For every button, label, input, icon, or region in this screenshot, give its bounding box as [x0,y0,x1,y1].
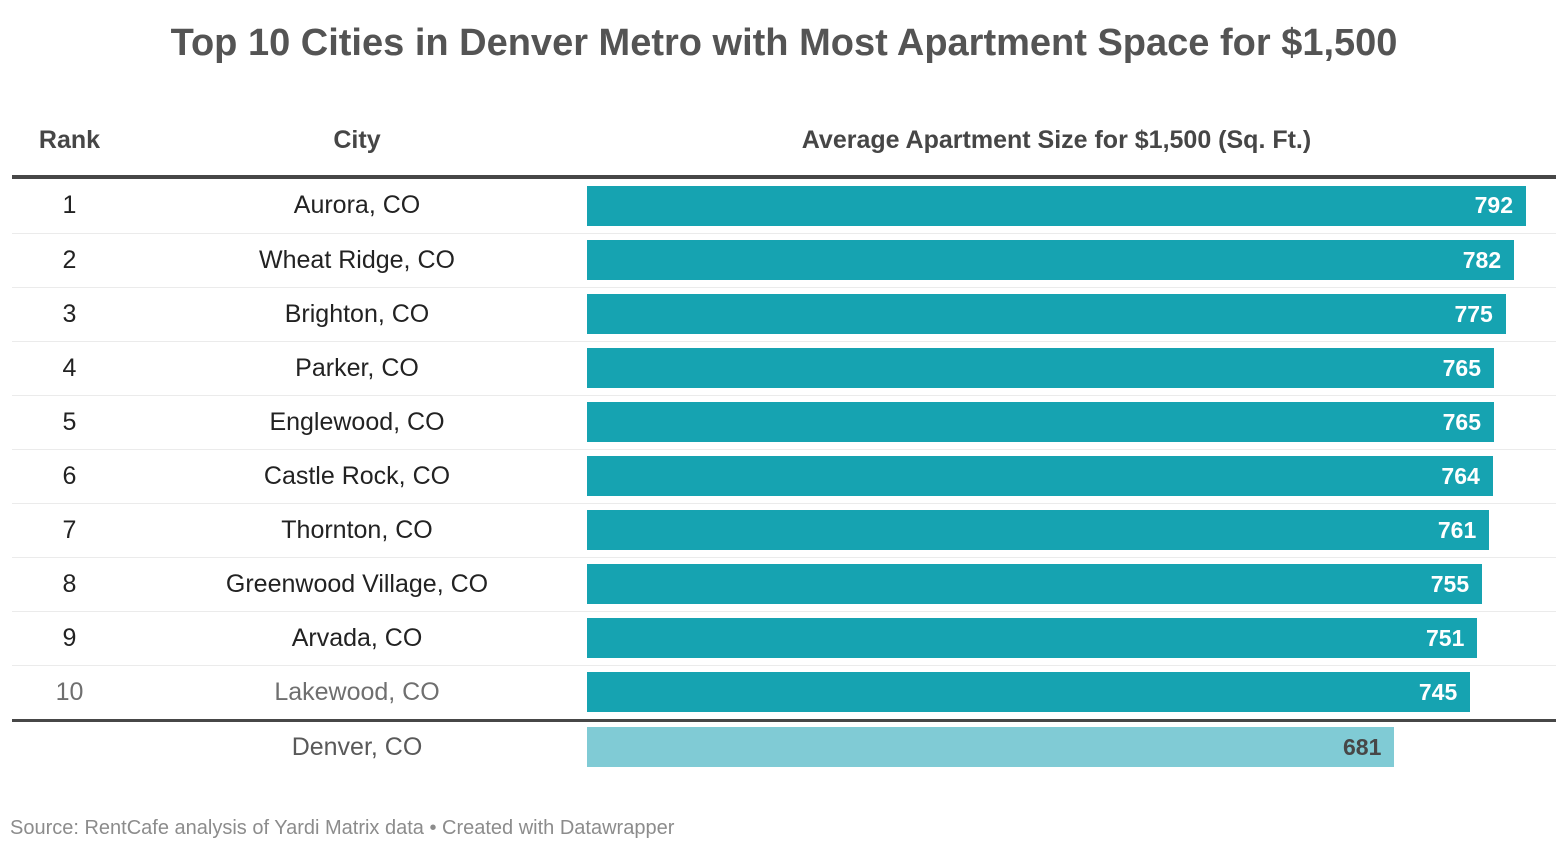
bar-cell: 764 [587,456,1556,496]
city-cell: Parker, CO [295,353,419,382]
bar-cell: 755 [587,564,1556,604]
chart-container: Top 10 Cities in Denver Metro with Most … [10,22,1556,839]
bar: 761 [587,510,1490,550]
bar: 765 [587,402,1494,442]
bar-value-label: 775 [1454,300,1493,327]
table-row: 3 Brighton, CO 775 [12,286,1556,341]
city-cell: Englewood, CO [269,407,445,436]
table-row: 1 Aurora, CO 792 [12,179,1556,233]
table-body: 1 Aurora, CO 792 2 Wheat Ridge, CO 782 3 Bright… [12,179,1556,773]
bar: 765 [587,348,1494,388]
bar-cell: 765 [587,402,1556,442]
rank-cell: 3 [62,299,77,328]
comparison-row: Denver, CO 681 [12,718,1556,773]
source-note: Source: RentCafe analysis of Yardi Matri… [10,816,675,839]
rank-cell: 7 [62,515,77,544]
table-row: 9 Arvada, CO 751 [12,610,1556,665]
rank-cell: 1 [62,191,77,219]
bar-value-label: 761 [1437,516,1477,543]
rank-cell: 5 [62,407,77,436]
city-cell: Greenwood Village, CO [225,569,489,598]
table-row: 7 Thornton, CO 761 [12,502,1556,557]
bar-cell: 792 [587,185,1556,226]
bar-cell: 775 [587,294,1556,334]
bar-cell: 782 [587,240,1556,280]
city-cell: Thornton, CO [281,515,433,544]
bar: 745 [587,672,1471,712]
ranking-table: Rank City Average Apartment Size for $1,… [12,68,1556,773]
table-row: 6 Castle Rock, CO 764 [12,448,1556,503]
bar-value-label: 751 [1426,624,1465,651]
bar: 792 [587,185,1526,226]
header-city: City [333,125,381,154]
header-rank: Rank [38,125,101,154]
table-header: Rank City Average Apartment Size for $1,… [12,68,1556,179]
bar-cell: 745 [587,672,1556,712]
city-cell: Arvada, CO [291,623,423,652]
bar-value-label: 782 [1462,246,1502,273]
bar-value-label: 765 [1442,408,1481,435]
bar-cell: 681 [587,727,1556,767]
bar-value-label: 745 [1418,678,1458,705]
bar: 764 [587,456,1493,496]
chart-title: Top 10 Cities in Denver Metro with Most … [170,22,1398,64]
rank-cell: 4 [62,353,77,382]
table-row: 10 Lakewood, CO 745 [12,664,1556,719]
bar-value-label: 681 [1343,733,1382,760]
bar: 755 [587,564,1483,604]
table-row: 5 Englewood, CO 765 [12,394,1556,449]
bar-value-label: 765 [1442,354,1481,381]
table-row: 8 Greenwood Village, CO 755 [12,556,1556,611]
city-cell: Castle Rock, CO [263,461,451,490]
bar-cell: 751 [587,618,1556,658]
rank-cell: 2 [62,245,77,274]
table-row: 4 Parker, CO 765 [12,340,1556,395]
bar: 751 [587,618,1478,658]
city-cell: Wheat Ridge, CO [259,245,455,274]
bar-cell: 765 [587,348,1556,388]
city-cell: Aurora, CO [293,191,421,219]
rank-cell: 10 [55,677,84,706]
bar: 775 [587,294,1506,334]
rank-cell: 6 [62,461,77,490]
rank-cell: 8 [62,569,77,598]
bar-cell: 761 [587,510,1556,550]
table-row: 2 Wheat Ridge, CO 782 [12,232,1556,287]
bar-value-label: 792 [1474,192,1513,218]
city-cell: Lakewood, CO [274,677,440,706]
bar-value-label: 755 [1430,570,1470,597]
header-value: Average Apartment Size for $1,500 (Sq. F… [801,125,1312,154]
bar: 681 [587,727,1395,767]
bar: 782 [587,240,1515,280]
rank-cell: 9 [62,623,77,652]
city-cell: Denver, CO [291,732,423,761]
city-cell: Brighton, CO [284,299,430,328]
bar-value-label: 764 [1441,462,1480,489]
